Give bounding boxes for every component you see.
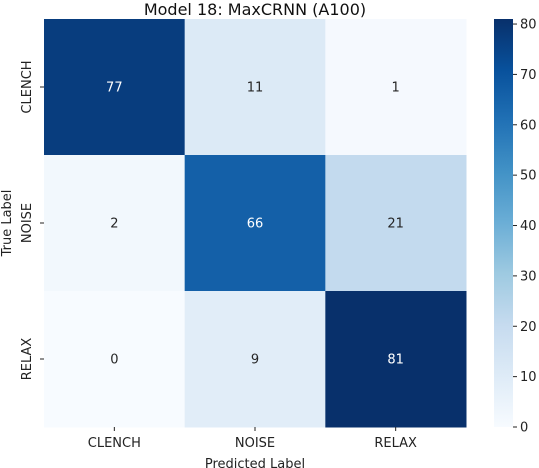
y-tick-label: NOISE (20, 203, 35, 243)
heatmap-cell-labels: 77 11 12 66 210 9 81 (106, 81, 404, 368)
cell-value-label: 2 (110, 217, 118, 232)
colorbar-ticks: 0 10 20 30 40 50 60 70 80 (513, 18, 537, 436)
y-tick-label: CLENCH (20, 60, 35, 113)
colorbar (494, 19, 513, 427)
x-axis-ticks: CLENCH NOISE RELAX (88, 427, 417, 451)
colorbar-tick-label: 10 (520, 370, 537, 385)
x-axis-label: Predicted Label (205, 457, 305, 468)
colorbar-tick-label: 30 (520, 269, 537, 284)
colorbar-tick-label: 40 (520, 219, 537, 234)
y-axis-ticks: CLENCH NOISE RELAX (20, 60, 44, 380)
chart-title: Model 18: MaxCRNN (A100) (144, 0, 366, 19)
colorbar-tick-label: 80 (520, 18, 537, 33)
cell-relax-noise (184, 291, 326, 428)
colorbar-tick-label: 20 (520, 320, 537, 335)
cell-noise-noise (184, 155, 326, 292)
colorbar-tick-label: 70 (520, 68, 537, 83)
cell-value-label: 0 (110, 353, 118, 368)
cell-clench-clench (44, 19, 186, 156)
cell-value-label: 11 (247, 81, 264, 96)
x-tick-label: CLENCH (88, 436, 141, 451)
cell-value-label: 66 (247, 217, 264, 232)
colorbar-tick-label: 60 (520, 118, 537, 133)
cell-value-label: 81 (387, 353, 404, 368)
cell-relax-relax (325, 291, 467, 428)
cell-noise-relax (325, 155, 467, 292)
cell-value-label: 21 (387, 217, 404, 232)
cell-relax-clench (44, 291, 186, 428)
x-tick-label: RELAX (374, 436, 417, 451)
colorbar-tick-label: 0 (520, 421, 528, 436)
x-tick-label: NOISE (235, 436, 275, 451)
cell-noise-clench (44, 155, 186, 292)
colorbar-tick-label: 50 (520, 169, 537, 184)
cell-value-label: 9 (251, 353, 259, 368)
cell-clench-relax (325, 19, 467, 156)
cell-value-label: 77 (106, 81, 123, 96)
cell-clench-noise (184, 19, 326, 156)
y-tick-label: RELAX (20, 338, 35, 381)
y-axis-label: True Label (0, 190, 15, 258)
cell-value-label: 1 (392, 81, 400, 96)
heatmap-cells (44, 19, 467, 428)
